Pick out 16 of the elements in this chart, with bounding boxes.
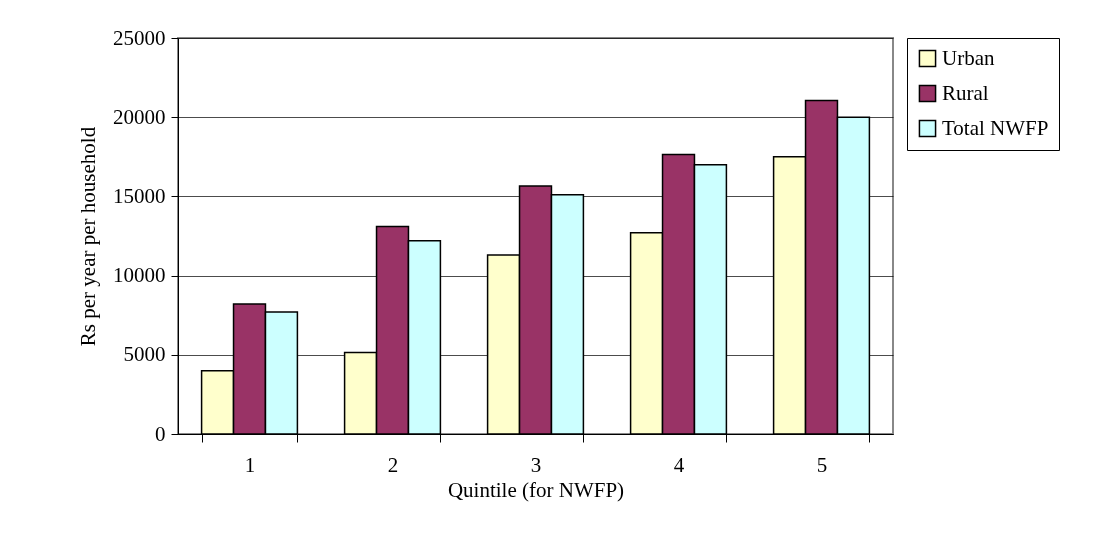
x-tick-label: 5 — [816, 452, 828, 477]
y-axis-title: Rs per year per household — [76, 126, 100, 347]
x-tick-label: 4 — [673, 452, 685, 477]
x-tick-label: 1 — [244, 452, 256, 477]
y-tick-label: 15000 — [113, 183, 166, 208]
legend-label: Rural — [942, 80, 989, 105]
x-tick-label: 3 — [530, 452, 542, 477]
legend-label: Urban — [942, 45, 995, 70]
y-tick-label: 25000 — [113, 25, 166, 50]
y-tick-label: 10000 — [113, 263, 166, 288]
legend-label: Total NWFP — [942, 115, 1049, 140]
y-tick-label: 0 — [155, 421, 166, 446]
y-tick-label: 5000 — [123, 342, 166, 367]
x-axis-title: Quintile (for NWFP) — [447, 477, 625, 502]
x-tick-label: 2 — [387, 452, 399, 477]
y-tick-label: 20000 — [113, 104, 166, 129]
